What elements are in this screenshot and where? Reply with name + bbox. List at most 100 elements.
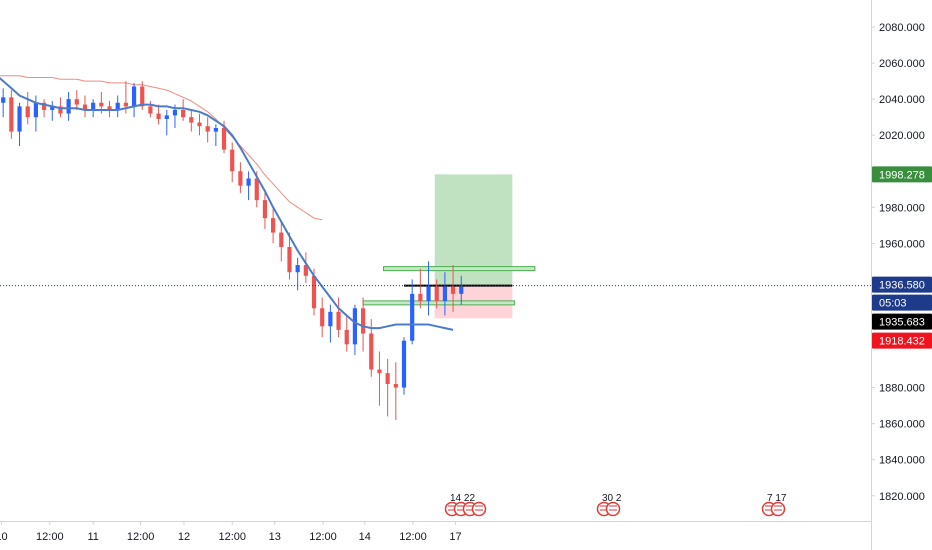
candle	[33, 95, 38, 132]
flag-stripe	[609, 505, 617, 507]
candle-body	[361, 308, 366, 334]
candle	[336, 297, 341, 338]
candle-body	[401, 340, 407, 388]
candle-body	[197, 122, 202, 127]
candle-body	[311, 275, 317, 309]
candle-body	[369, 333, 374, 370]
candle-body	[1, 97, 6, 103]
price-axis[interactable]	[871, 0, 932, 550]
candle	[426, 261, 431, 316]
current-price-badge-bg	[872, 276, 932, 293]
flag-stripe	[765, 509, 773, 511]
candle-body	[115, 102, 120, 110]
candle	[352, 304, 358, 356]
flag-stripe	[448, 505, 456, 507]
fast-moving-average	[0, 76, 454, 331]
event-group-14[interactable]: 30 2	[596, 493, 622, 517]
candle	[238, 162, 243, 193]
candle-body	[303, 265, 308, 276]
event-group-13[interactable]: 14 22	[444, 493, 487, 517]
candle-body	[17, 106, 22, 132]
time-tick-label: 12:00	[36, 531, 64, 543]
target-price-badge-text: 1998.278	[879, 169, 925, 181]
candle	[361, 297, 366, 352]
target-price-badge: 1998.278	[872, 166, 932, 183]
candle-body	[262, 200, 268, 219]
long-position-tool[interactable]	[362, 174, 536, 319]
flag-stripe	[466, 509, 474, 511]
price-tick-label: 1980.000	[879, 202, 925, 214]
candle	[82, 95, 88, 118]
price-tick-label: 1960.000	[879, 238, 925, 250]
flag-stripe	[457, 505, 465, 507]
price-tick-label: 2040.000	[879, 94, 925, 106]
candle-body	[230, 149, 235, 172]
candle-body	[442, 286, 447, 302]
candle-body	[140, 86, 145, 107]
candle	[131, 82, 137, 118]
candle-body	[246, 178, 251, 186]
candle-body	[41, 102, 47, 110]
candle-body	[271, 218, 276, 233]
candle-body	[82, 104, 88, 110]
candle	[303, 252, 308, 284]
time-tick-label: 12	[178, 531, 190, 543]
flag-stripe	[475, 505, 483, 507]
candle-body	[9, 97, 14, 132]
candle	[1, 88, 6, 118]
candle-body	[213, 127, 218, 132]
time-axis-labels[interactable]: 10 12:00 11 12:00 12 12:00 13 12:00 14 12:00 17	[0, 521, 462, 543]
price-tick-label: 1820.000	[879, 491, 925, 503]
resistance-zone-lower[interactable]	[362, 300, 515, 306]
stop-price-badge-text: 1918.432	[879, 336, 925, 348]
candle	[156, 104, 161, 125]
countdown-badge-bg	[872, 294, 932, 311]
candle	[459, 275, 464, 305]
candle-body	[99, 102, 104, 107]
candle-body	[131, 86, 137, 107]
candle-body	[148, 106, 153, 114]
candle	[271, 207, 276, 244]
candle	[181, 99, 186, 121]
candle	[197, 113, 202, 136]
candle	[344, 315, 349, 352]
candle-body	[328, 311, 333, 327]
candle	[41, 99, 47, 118]
price-tick-label: 1840.000	[879, 455, 925, 467]
time-tick-label: 14	[359, 531, 371, 543]
candle	[17, 102, 22, 147]
event-count-label: 14 22	[450, 493, 475, 504]
candle	[74, 90, 79, 110]
flag-stripe	[774, 505, 782, 507]
candle	[115, 95, 120, 118]
candle	[91, 99, 96, 118]
candle-body	[164, 115, 169, 119]
candle	[230, 142, 235, 183]
countdown-badge: 05:03	[872, 294, 932, 311]
flag-stripe	[765, 505, 773, 507]
candle-body	[238, 171, 243, 186]
candle-body	[295, 265, 300, 273]
candle-body	[33, 102, 38, 118]
candle	[9, 90, 14, 139]
time-tick-label: 17	[449, 531, 461, 543]
candle-body	[107, 106, 112, 110]
ma-price-badge-text: 1935.683	[879, 317, 925, 329]
candle	[287, 232, 292, 280]
candle	[50, 100, 55, 121]
candle	[189, 109, 194, 132]
candle-body	[58, 106, 63, 114]
time-tick-label: 12:00	[309, 531, 337, 543]
candle-body	[66, 99, 71, 114]
stop-price-badge: 1918.432	[872, 332, 932, 349]
candle	[246, 171, 251, 201]
event-group-17[interactable]: 7 17	[761, 493, 787, 517]
candle-body	[172, 109, 178, 116]
candle-body	[91, 102, 96, 110]
candle	[450, 265, 456, 312]
candle-body	[287, 246, 292, 273]
economic-events[interactable]: 14 22 30 2 7 17	[444, 493, 787, 517]
candle	[442, 272, 447, 316]
resistance-zone-upper[interactable]	[383, 266, 536, 272]
